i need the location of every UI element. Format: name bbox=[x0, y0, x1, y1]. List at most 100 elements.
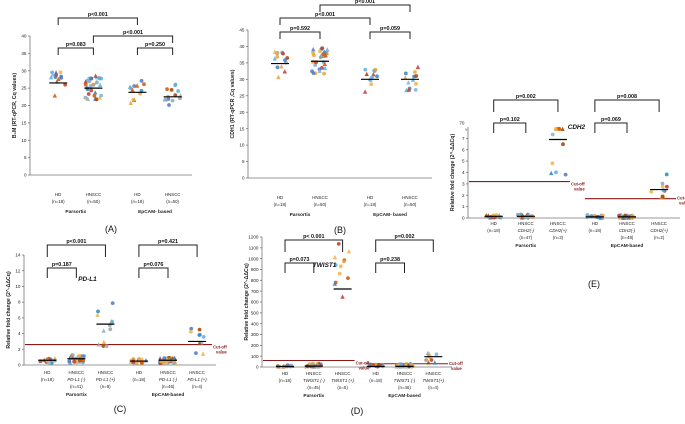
group-label: (n=4) bbox=[192, 384, 203, 389]
data-point bbox=[166, 97, 171, 101]
y-tick-label: 300 bbox=[251, 332, 259, 337]
group-label: HD bbox=[491, 221, 497, 226]
data-point bbox=[369, 82, 374, 87]
y-tick-label: 12 bbox=[15, 268, 21, 273]
significance-bracket bbox=[46, 267, 77, 278]
group-label: CDH2(+) bbox=[549, 228, 567, 233]
group-label: (n=50) bbox=[404, 202, 417, 207]
group-label: HD bbox=[367, 195, 373, 200]
panel-label: (A) bbox=[105, 224, 117, 234]
gene-label: CDH2 bbox=[568, 124, 586, 131]
significance-bracket bbox=[138, 244, 198, 257]
group-label: TWIST1 (+) bbox=[331, 378, 354, 383]
y-tick-label: 10 bbox=[15, 284, 21, 289]
significance-bracket bbox=[92, 35, 174, 43]
group-label: HD bbox=[373, 371, 379, 376]
cutoff-label: value bbox=[574, 187, 585, 192]
data-point bbox=[48, 74, 54, 80]
data-point bbox=[89, 88, 94, 93]
group-label: (n=41) bbox=[70, 384, 83, 389]
data-point bbox=[161, 360, 167, 365]
p-value-label: p=0.102 bbox=[500, 117, 520, 123]
data-point bbox=[201, 334, 206, 339]
gene-label: PD-L1 bbox=[78, 276, 97, 283]
data-point bbox=[94, 97, 99, 102]
data-point bbox=[143, 358, 149, 363]
significance-bracket bbox=[319, 4, 411, 12]
data-point bbox=[311, 51, 315, 56]
panel-d: 0 100 200 300 400 500 600 700 800 900 1000 1100 1200… bbox=[244, 234, 463, 416]
data-point bbox=[87, 79, 92, 84]
data-point bbox=[96, 309, 100, 314]
data-point bbox=[332, 281, 337, 286]
group-label: (n=47) bbox=[519, 235, 532, 240]
data-point bbox=[434, 352, 439, 357]
data-point bbox=[282, 69, 287, 74]
data-point bbox=[101, 339, 107, 345]
y-tick-label: 15 bbox=[239, 126, 245, 131]
p-value-label: p=0.421 bbox=[158, 239, 178, 245]
data-point bbox=[131, 97, 136, 102]
data-point bbox=[665, 184, 669, 189]
data-point bbox=[333, 263, 338, 267]
data-point bbox=[661, 188, 666, 193]
y-axis-label: B₂M (RT-qPCR, Cq values) bbox=[12, 73, 18, 138]
data-point bbox=[554, 170, 558, 175]
group-label: HNSCC bbox=[397, 371, 413, 376]
p-value-label: p<0.001 bbox=[123, 30, 143, 36]
y-tick-label: 6 bbox=[462, 147, 465, 152]
data-point bbox=[97, 82, 103, 88]
method-label: Parsortix bbox=[290, 212, 311, 218]
y-tick-label: 600 bbox=[251, 300, 259, 305]
y-tick-label: 15 bbox=[21, 120, 27, 125]
y-tick-label: 800 bbox=[251, 278, 259, 283]
group-label: (n=18) bbox=[131, 199, 144, 204]
p-value-label: p=0.076 bbox=[143, 262, 163, 268]
data-point bbox=[197, 327, 202, 332]
group-label: PD-L1 (-) bbox=[67, 377, 86, 382]
group-label: (n=18) bbox=[132, 377, 145, 382]
p-value-label: p=0.002 bbox=[395, 234, 415, 240]
group-label: HNSCC bbox=[651, 221, 667, 226]
data-point bbox=[550, 132, 555, 137]
data-point bbox=[553, 126, 558, 131]
cutoff-label: value bbox=[216, 350, 227, 355]
significance-bracket bbox=[57, 17, 138, 25]
data-point bbox=[336, 241, 341, 246]
method-label: Parsortix bbox=[303, 393, 324, 399]
p-value-label: p<0.001 bbox=[88, 12, 108, 18]
data-point bbox=[101, 344, 106, 348]
y-tick-label: 10 bbox=[21, 138, 27, 143]
data-point bbox=[432, 360, 437, 365]
significance-bracket bbox=[493, 122, 527, 133]
data-point bbox=[165, 87, 169, 92]
data-point bbox=[279, 64, 284, 69]
group-label: (n=50) bbox=[314, 202, 327, 207]
group-label: (n=5) bbox=[337, 385, 348, 390]
data-point bbox=[173, 93, 178, 98]
y-tick-label: 2 bbox=[462, 193, 465, 198]
group-label: (n=18) bbox=[364, 202, 377, 207]
group-label: HNSCC bbox=[98, 370, 114, 375]
data-point bbox=[63, 82, 68, 87]
data-point bbox=[332, 254, 338, 260]
significance-bracket bbox=[138, 267, 169, 278]
data-point bbox=[549, 170, 554, 176]
group-label: HNSCC bbox=[306, 371, 322, 376]
data-point bbox=[169, 87, 174, 92]
data-point bbox=[426, 360, 431, 365]
group-label: HNSCC bbox=[518, 221, 534, 226]
y-tick-label: 10 bbox=[239, 143, 245, 148]
method-label: EpCAM- based bbox=[373, 212, 407, 218]
data-point bbox=[59, 76, 64, 80]
y-tick-label: 35 bbox=[21, 51, 27, 56]
panel-b: 0 5 10 15 20 25 30 35 40 45 CDH1 (RT-qPCR ,Cq valu… bbox=[230, 0, 432, 235]
group-label: (n=48) bbox=[621, 235, 634, 240]
data-point bbox=[403, 71, 408, 76]
data-point bbox=[403, 75, 408, 80]
data-point bbox=[406, 80, 411, 85]
data-point bbox=[563, 172, 568, 177]
y-axis-label: CDH1 (RT-qPCR ,Cq values) bbox=[230, 69, 236, 138]
y-tick-label: 30 bbox=[239, 77, 245, 82]
group-label: PD-L1 (-) bbox=[159, 377, 178, 382]
